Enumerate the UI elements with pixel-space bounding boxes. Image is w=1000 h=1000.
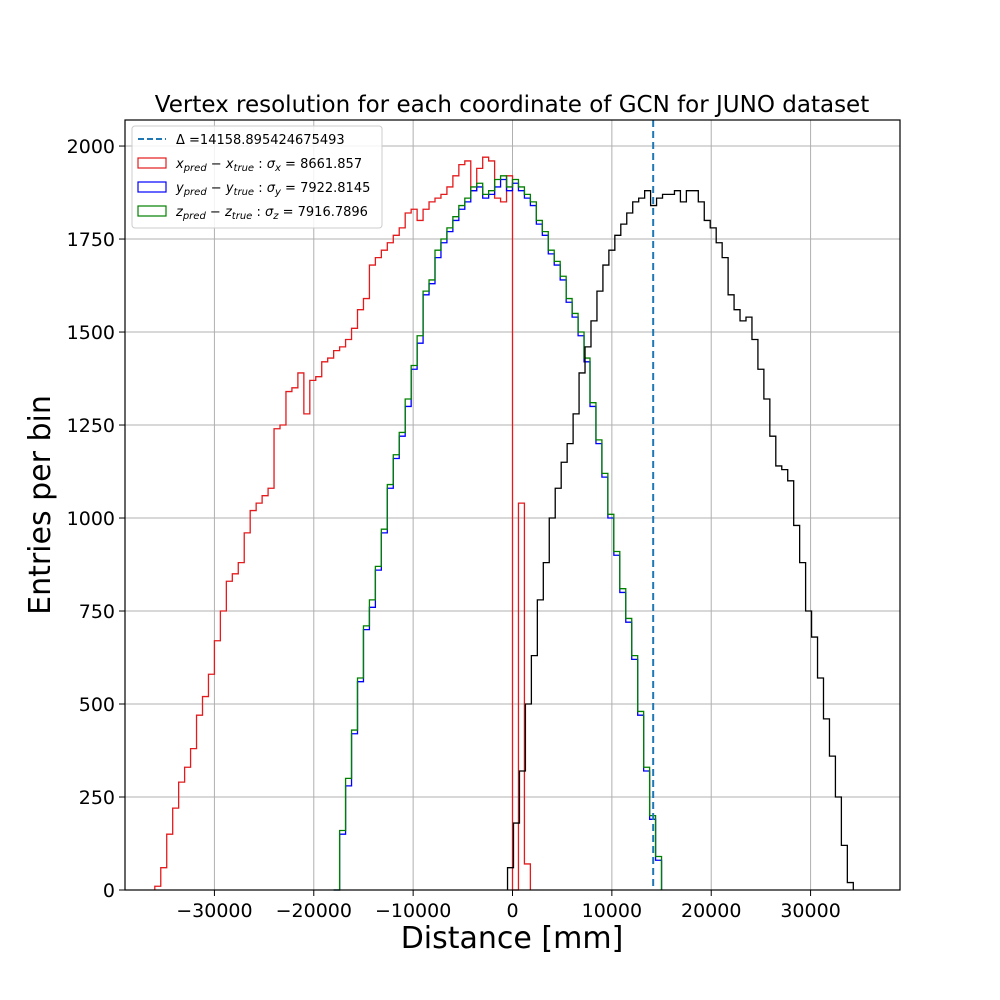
legend-box	[131, 125, 383, 229]
legend: Δ =14158.895424675493 xpred − xtrue : σx …	[131, 125, 383, 229]
legend-label-delta: Δ =14158.895424675493	[176, 133, 345, 148]
x-tick-label-5: 20000	[681, 900, 741, 922]
y-tick-label-8: 2000	[67, 136, 115, 158]
x-tick-label-4: 10000	[582, 900, 642, 922]
chart-title: Vertex resolution for each coordinate of…	[155, 92, 869, 118]
histogram-series-0	[154, 156, 532, 891]
y-axis-label: Entries per bin	[23, 395, 58, 615]
histogram-series-2	[333, 175, 663, 891]
legend-label-y: ypred − ytrue : σy = 7922.8145	[175, 181, 370, 198]
y-tick-label-5: 1250	[67, 415, 115, 437]
x-tick-label-2: −10000	[375, 900, 451, 922]
x-tick-label-3: 0	[506, 900, 518, 922]
y-tick-label-2: 500	[79, 694, 115, 716]
axis-ticks: −30000 −20000 −10000 0 10000 20000 30000 0 250 50…	[67, 136, 841, 922]
legend-label-x: xpred − xtrue : σx = 8661.857	[175, 157, 362, 174]
y-tick-label-1: 250	[79, 787, 115, 809]
y-tick-label-3: 750	[79, 601, 115, 623]
x-tick-label-0: −30000	[176, 900, 252, 922]
histogram-series-3	[506, 190, 854, 890]
x-tick-label-1: −20000	[276, 900, 352, 922]
y-tick-label-7: 1750	[67, 229, 115, 251]
y-tick-label-0: 0	[103, 880, 115, 902]
legend-swatch-y	[137, 181, 167, 193]
x-tick-label-6: 30000	[780, 900, 840, 922]
legend-label-z: zpred − ztrue : σz = 7916.7896	[175, 205, 368, 222]
series-group	[154, 156, 854, 891]
y-tick-label-6: 1500	[67, 322, 115, 344]
x-axis-label: Distance [mm]	[401, 921, 624, 956]
y-tick-label-4: 1000	[67, 508, 115, 530]
legend-swatch-x	[137, 157, 167, 169]
legend-swatch-z	[137, 205, 167, 217]
